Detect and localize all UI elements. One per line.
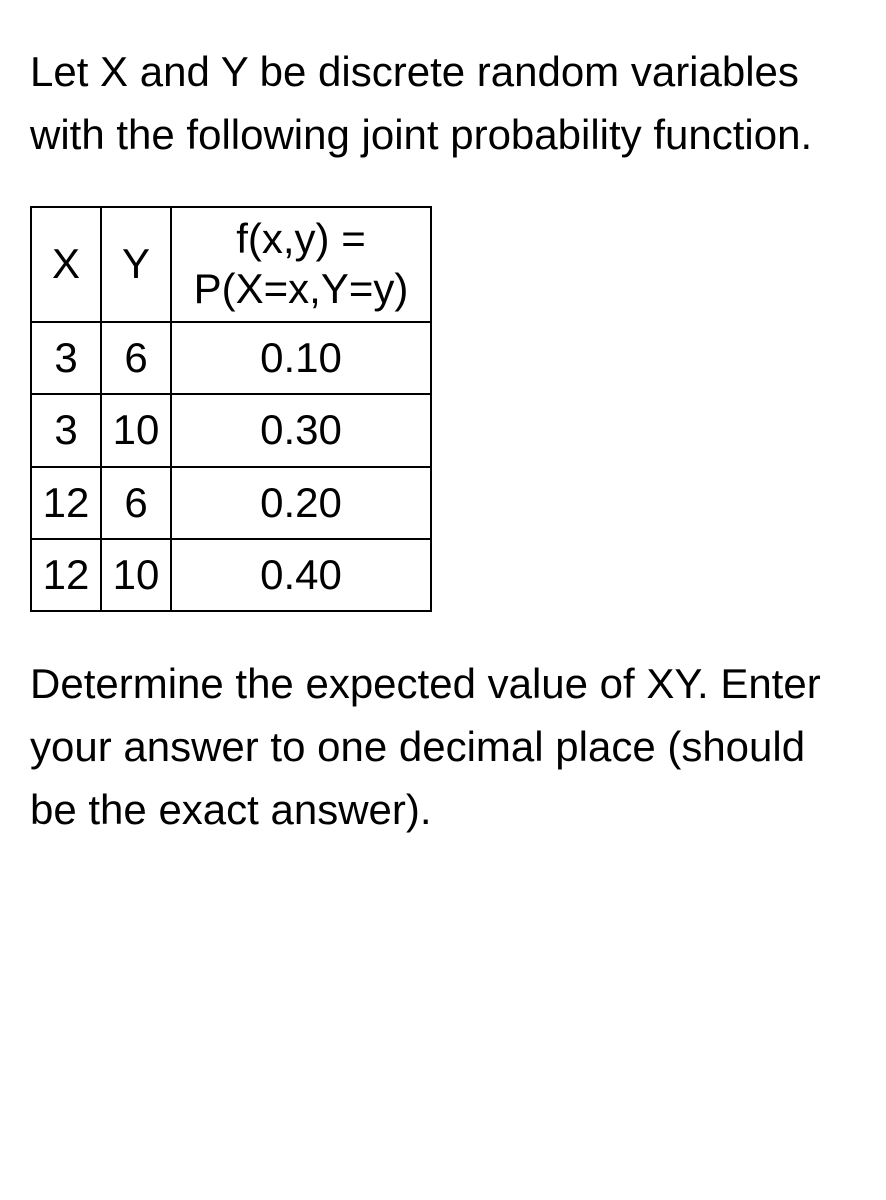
problem-intro: Let X and Y be discrete random variables… xyxy=(30,40,856,166)
cell-p: 0.20 xyxy=(171,467,431,539)
cell-x: 12 xyxy=(31,467,101,539)
cell-y: 6 xyxy=(101,467,171,539)
problem-question: Determine the expected value of XY. Ente… xyxy=(30,652,856,841)
cell-y: 6 xyxy=(101,322,171,394)
cell-x: 12 xyxy=(31,539,101,611)
prob-header-line2: P(X=x,Y=y) xyxy=(182,264,420,314)
cell-y: 10 xyxy=(101,394,171,466)
prob-header-line1: f(x,y) = xyxy=(182,214,420,264)
cell-p: 0.30 xyxy=(171,394,431,466)
table-row: 12 10 0.40 xyxy=(31,539,431,611)
column-header-y: Y xyxy=(101,207,171,322)
table-row: 3 6 0.10 xyxy=(31,322,431,394)
cell-p: 0.10 xyxy=(171,322,431,394)
column-header-x: X xyxy=(31,207,101,322)
cell-x: 3 xyxy=(31,322,101,394)
cell-y: 10 xyxy=(101,539,171,611)
joint-probability-table: X Y f(x,y) = P(X=x,Y=y) 3 6 0.10 3 10 0.… xyxy=(30,206,432,612)
table-row: 3 10 0.30 xyxy=(31,394,431,466)
cell-p: 0.40 xyxy=(171,539,431,611)
cell-x: 3 xyxy=(31,394,101,466)
column-header-probability: f(x,y) = P(X=x,Y=y) xyxy=(171,207,431,322)
table-row: 12 6 0.20 xyxy=(31,467,431,539)
table-header-row: X Y f(x,y) = P(X=x,Y=y) xyxy=(31,207,431,322)
